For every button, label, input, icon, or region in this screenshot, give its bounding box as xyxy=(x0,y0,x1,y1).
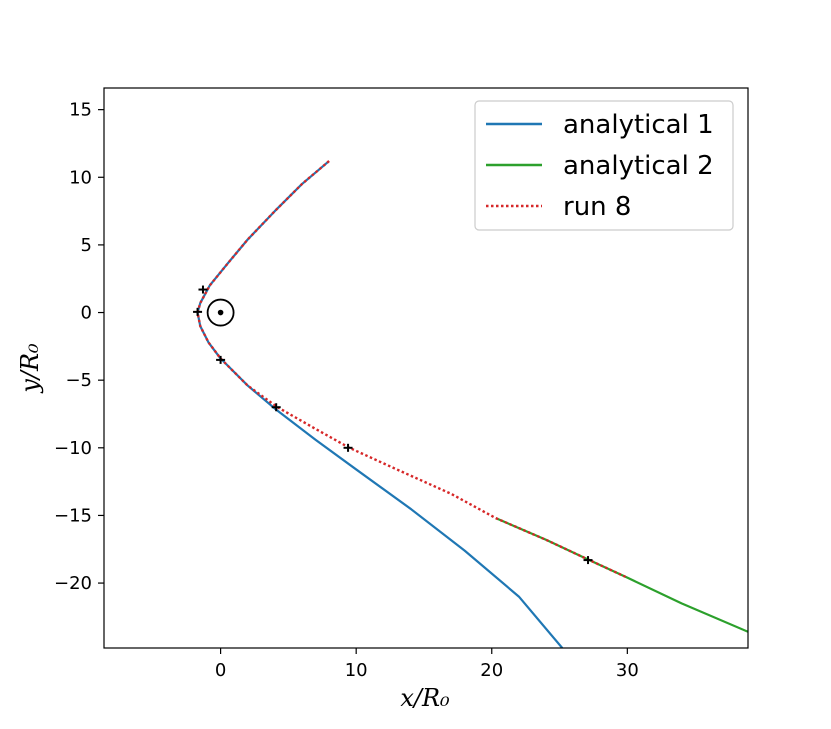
marker-layer xyxy=(193,285,593,565)
y-ticks: 15 10 5 0 −5 −10 −15 −20 xyxy=(54,100,104,594)
legend-label: analytical 1 xyxy=(563,110,714,140)
legend-label: analytical 2 xyxy=(563,151,714,181)
trajectory-marker xyxy=(198,285,208,294)
y-tick-label: −15 xyxy=(54,505,92,526)
legend-label: run 8 xyxy=(563,192,631,222)
trajectory-marker xyxy=(216,355,226,364)
sun-ring xyxy=(206,298,235,327)
series-layer xyxy=(196,160,748,648)
legend: analytical 1 analytical 2 run 8 xyxy=(474,100,734,231)
x-ticks: 0 10 20 30 xyxy=(215,648,639,681)
sun-dot xyxy=(217,309,224,316)
x-tick-label: 10 xyxy=(345,660,368,681)
x-tick-label: 0 xyxy=(215,660,226,681)
x-tick-label: 20 xyxy=(480,660,503,681)
x-tick-label: 30 xyxy=(616,660,639,681)
y-tick-label: 5 xyxy=(81,235,92,256)
y-tick-label: 10 xyxy=(69,167,92,188)
x-axis-label: x/R₀ xyxy=(400,684,450,712)
y-tick-label: −20 xyxy=(54,573,92,594)
trajectory-marker xyxy=(583,556,593,565)
y-tick-label: 0 xyxy=(81,303,92,324)
y-axis-label: y/R₀ xyxy=(16,343,44,394)
y-tick-label: −5 xyxy=(65,370,92,391)
y-tick-label: 15 xyxy=(69,100,92,121)
axes-frame xyxy=(103,87,749,649)
legend-box xyxy=(474,100,734,231)
trajectory-marker xyxy=(193,307,203,316)
sun-symbol-layer xyxy=(206,298,235,327)
series-line-1 xyxy=(196,160,564,648)
trajectory-marker xyxy=(343,443,353,452)
y-tick-label: −10 xyxy=(54,438,92,459)
trajectory-marker xyxy=(271,403,281,412)
